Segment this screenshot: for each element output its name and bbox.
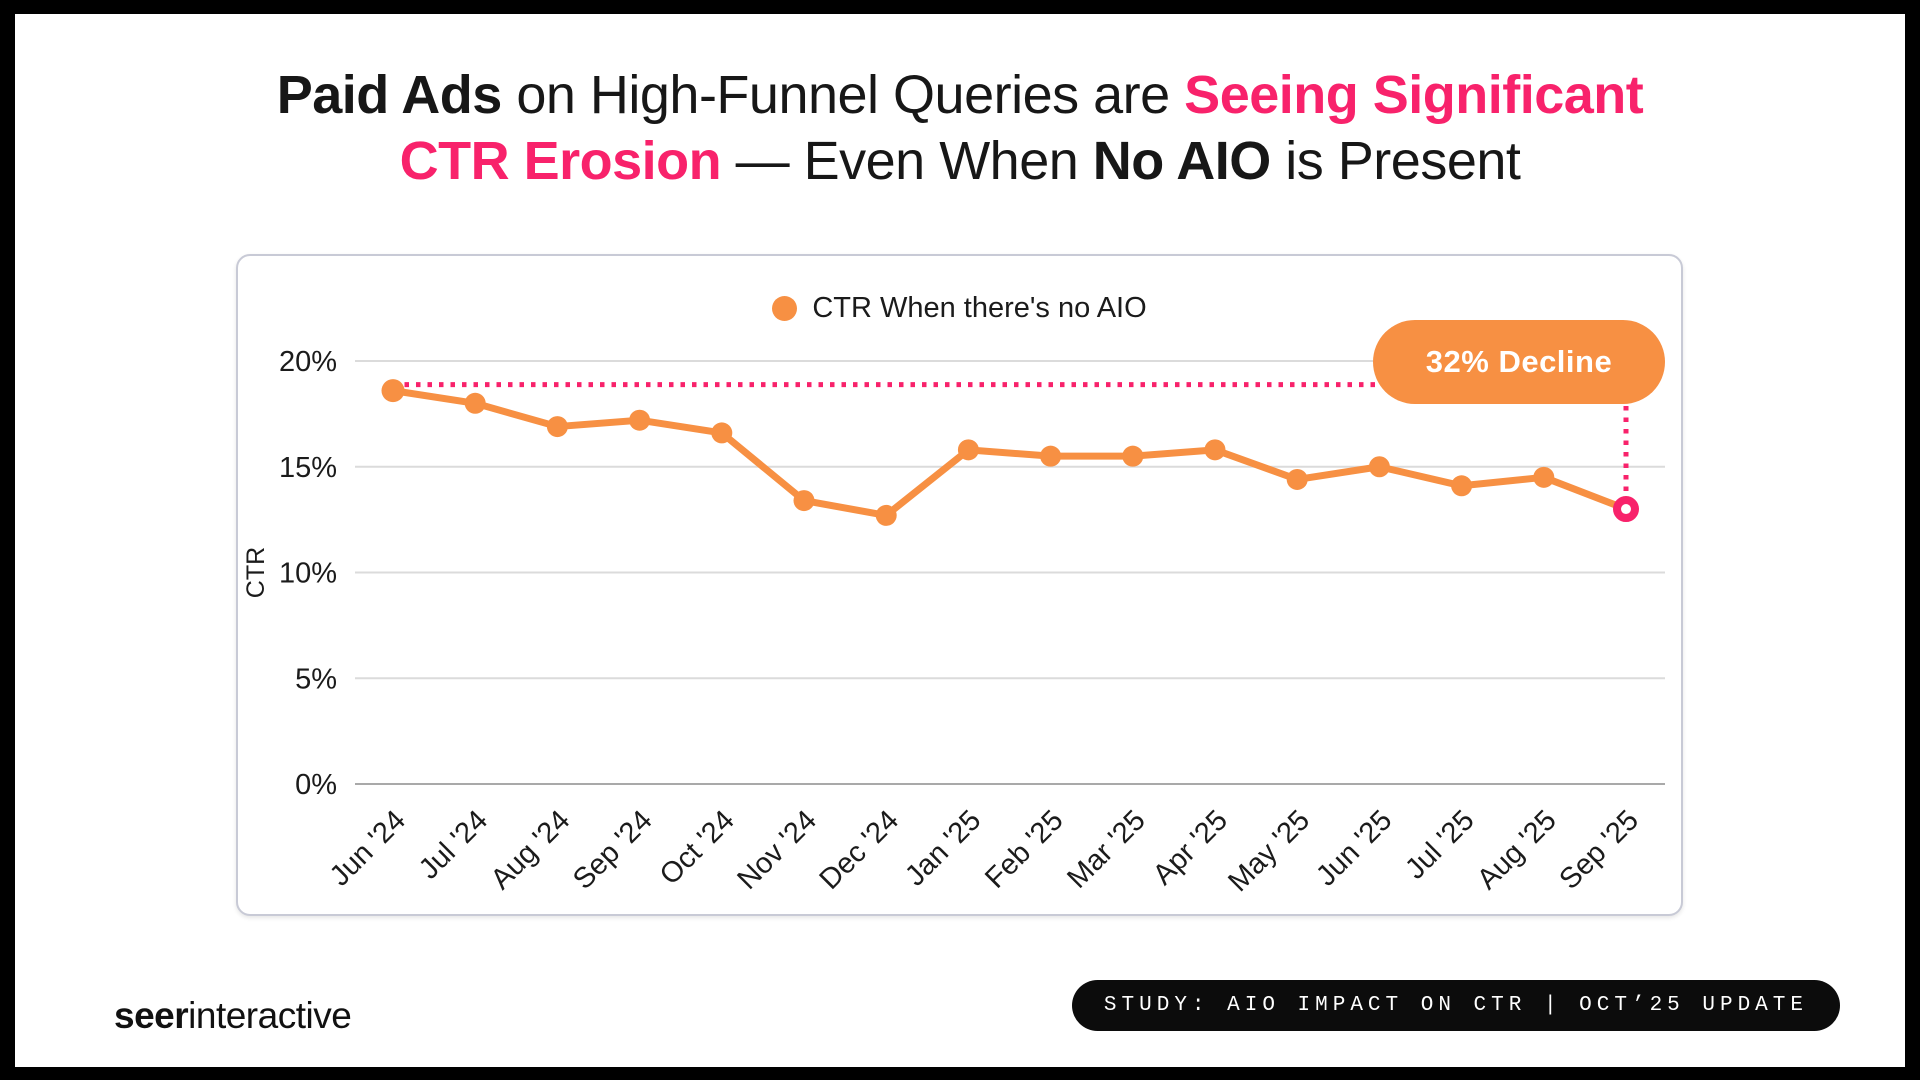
data-point xyxy=(1122,445,1144,467)
y-tick-label: 5% xyxy=(295,663,337,695)
y-axis-title: CTR xyxy=(242,547,270,598)
title-part: Paid Ads xyxy=(276,65,503,125)
x-tick-label: Dec '24 xyxy=(814,804,906,896)
title-line-1: Paid Ads on High-Funnel Queries are Seei… xyxy=(15,62,1905,128)
data-point xyxy=(957,439,979,461)
data-point xyxy=(793,490,815,512)
chart-card: 0% 5% 10% 15% 20% CTR Jun '24 Jul '24 Aug '24 Sep… xyxy=(236,254,1683,916)
brand-logo-regular: interactive xyxy=(188,995,352,1036)
title-line-2: CTR Erosion — Even When No AIO is Presen… xyxy=(15,128,1905,194)
x-tick-label: Jul '25 xyxy=(1399,804,1480,885)
title-part: No AIO xyxy=(1092,131,1271,191)
x-tick-label: Oct '24 xyxy=(654,804,741,891)
x-tick-label: Jun '25 xyxy=(1310,804,1398,892)
final-data-point-ring xyxy=(1613,496,1639,523)
brand-logo-bold: seer xyxy=(114,995,189,1036)
title-part: on High-Funnel Queries are xyxy=(501,65,1185,125)
page-title: Paid Ads on High-Funnel Queries are Seei… xyxy=(15,62,1905,194)
x-tick-label: Jul '24 xyxy=(413,804,494,885)
title-part: — Even When xyxy=(721,131,1093,191)
data-point xyxy=(1286,468,1308,490)
x-tick-label: Mar '25 xyxy=(1061,804,1151,894)
data-point xyxy=(711,422,733,444)
data-point xyxy=(1040,445,1062,467)
title-part: CTR Erosion xyxy=(399,131,722,191)
x-tick-label: Jun '24 xyxy=(324,804,412,892)
data-point xyxy=(875,504,897,526)
x-tick-label: Jan '25 xyxy=(899,804,987,892)
y-tick-label: 15% xyxy=(279,452,337,484)
ctr-series-line xyxy=(389,387,1630,519)
legend-label: CTR When there's no AIO xyxy=(812,292,1147,324)
data-point xyxy=(381,379,405,403)
data-point xyxy=(1204,439,1226,461)
x-tick-label: Aug '24 xyxy=(485,804,577,896)
data-point xyxy=(464,392,486,414)
data-point xyxy=(546,416,568,438)
study-badge: STUDY: AIO IMPACT ON CTR | OCT’25 UPDATE xyxy=(1071,980,1840,1031)
x-tick-label: May '25 xyxy=(1222,804,1316,898)
legend-marker-icon xyxy=(772,296,798,321)
decline-callout-label: 32% Decline xyxy=(1425,344,1613,379)
y-tick-label: 10% xyxy=(279,558,337,590)
data-point xyxy=(1368,456,1390,478)
x-tick-label: Apr '25 xyxy=(1147,804,1234,891)
title-part: is Present xyxy=(1270,131,1521,191)
y-tick-label: 0% xyxy=(295,769,337,801)
brand-logo: seerinteractive xyxy=(114,995,352,1037)
study-badge-label: STUDY: AIO IMPACT ON CTR | OCT’25 UPDATE xyxy=(1103,994,1808,1017)
data-point xyxy=(1533,466,1555,488)
y-tick-label: 20% xyxy=(279,346,337,378)
page-frame: Paid Ads on High-Funnel Queries are Seei… xyxy=(15,14,1905,1067)
x-tick-label: Aug '25 xyxy=(1471,804,1563,896)
data-point xyxy=(1451,475,1473,497)
x-tick-label: Sep '25 xyxy=(1553,804,1645,896)
x-tick-label: Feb '25 xyxy=(979,804,1069,894)
x-tick-label: Nov '24 xyxy=(731,804,823,896)
chart-legend: CTR When there's no AIO xyxy=(238,292,1681,325)
decline-callout-badge: 32% Decline xyxy=(1373,320,1665,404)
title-part: Seeing Significant xyxy=(1184,65,1644,125)
data-point xyxy=(629,409,651,431)
x-tick-label: Sep '24 xyxy=(567,804,659,896)
